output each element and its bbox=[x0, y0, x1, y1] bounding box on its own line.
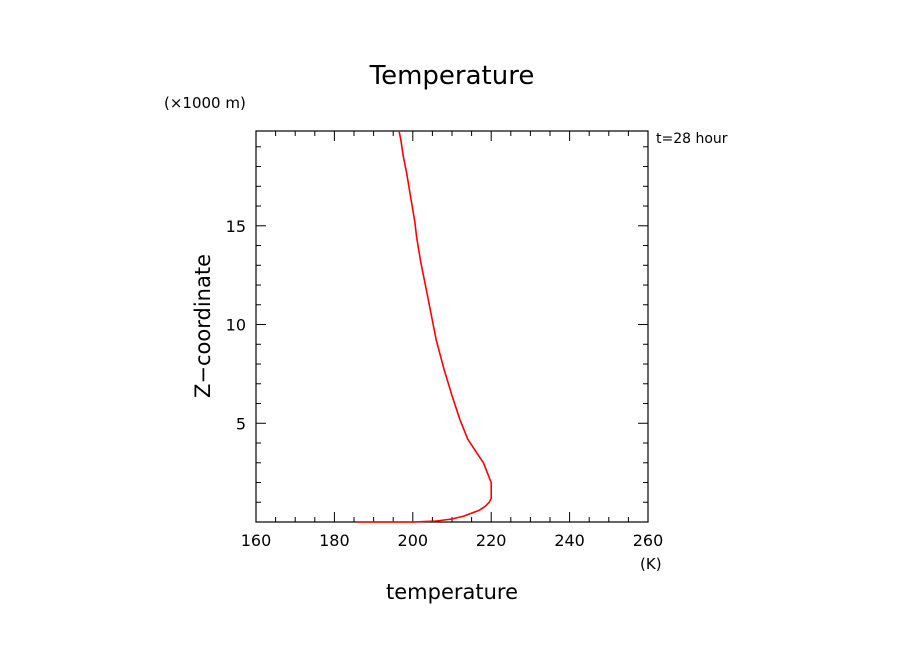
x-tick-label: 200 bbox=[398, 531, 429, 550]
time-annotation: t=28 hour bbox=[656, 131, 728, 147]
series-layer bbox=[357, 130, 493, 523]
x-tick-label: 160 bbox=[241, 531, 272, 550]
tick-labels: 160 180 200 220 240 260 5 10 15 bbox=[226, 217, 664, 550]
y-axis-label: Z−coordinate bbox=[191, 254, 215, 398]
axis-ticks bbox=[255, 131, 649, 522]
x-tick-label: 220 bbox=[476, 531, 507, 550]
y-axis-unit: (×1000 m) bbox=[164, 94, 246, 112]
y-tick-label: 10 bbox=[226, 316, 246, 335]
y-tick-label: 15 bbox=[226, 217, 246, 236]
x-axis-label: temperature bbox=[386, 580, 518, 604]
plot-frame bbox=[255, 130, 649, 523]
temperature-series-line bbox=[357, 130, 493, 523]
x-axis-unit: (K) bbox=[640, 555, 662, 573]
x-tick-label: 240 bbox=[554, 531, 585, 550]
x-tick-label: 260 bbox=[633, 531, 664, 550]
chart-title: Temperature bbox=[369, 61, 535, 91]
y-tick-label: 5 bbox=[236, 414, 246, 433]
x-tick-label: 180 bbox=[319, 531, 350, 550]
